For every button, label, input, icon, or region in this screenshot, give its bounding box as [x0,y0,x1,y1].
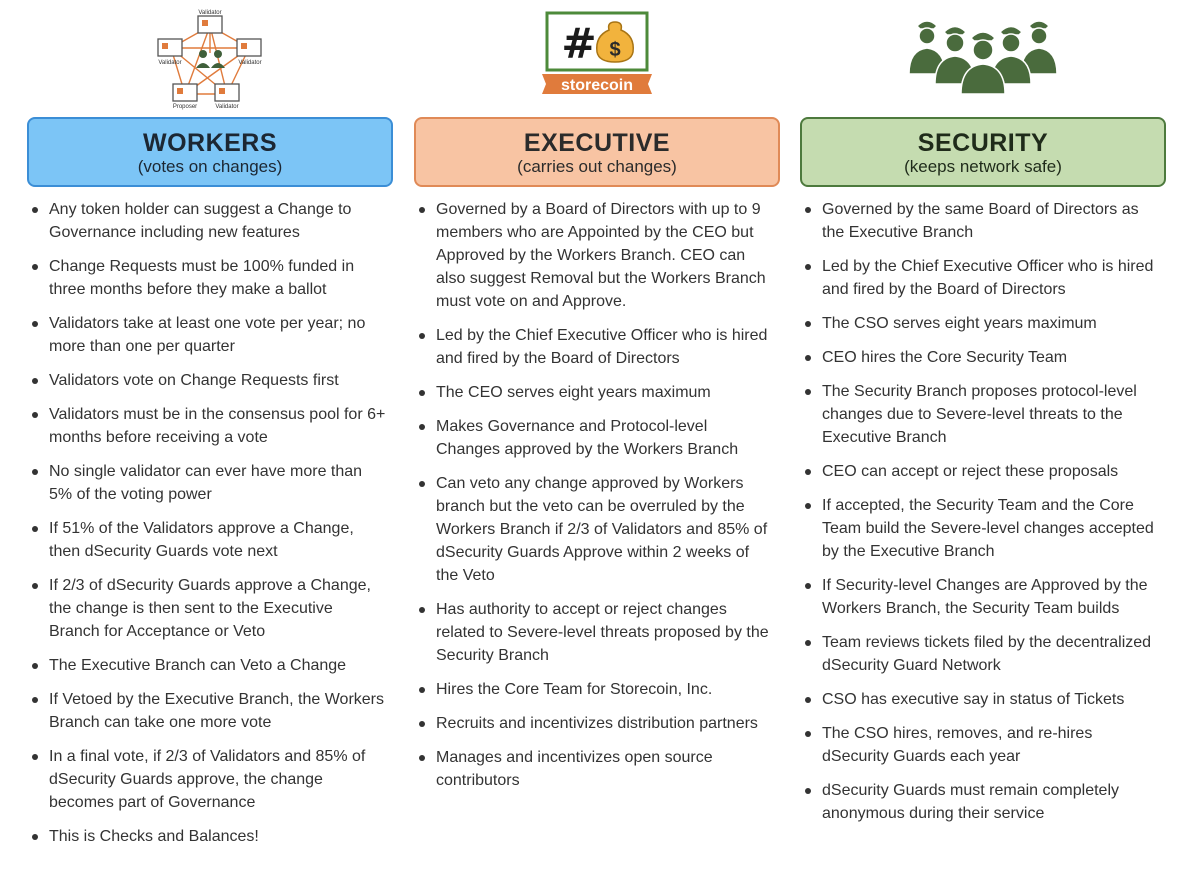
list-item: In a final vote, if 2/3 of Validators an… [27,745,387,814]
list-item: CEO hires the Core Security Team [800,346,1160,369]
workers-title: WORKERS [142,129,278,157]
workers-subtitle: (votes on changes) [137,157,283,176]
icon-label-right: Validator [238,60,261,66]
list-item: This is Checks and Balances! [27,825,387,848]
executive-title: EXECUTIVE [523,129,671,157]
list-item: Hires the Core Team for Storecoin, Inc. [414,678,774,701]
list-item: The CEO serves eight years maximum [414,381,774,404]
validator-network-icon: Validator Validator Validator Proposer V… [27,8,393,110]
money-bag-icon: $ [596,21,634,63]
list-item: Led by the Chief Executive Officer who i… [800,255,1160,301]
list-item: Governed by the same Board of Directors … [800,198,1160,244]
icon-label-left: Validator [158,60,181,66]
list-item: If Vetoed by the Executive Branch, the W… [27,688,387,734]
security-guards-icon [800,8,1166,110]
logo-bag-symbol: $ [609,39,620,61]
security-subtitle: (keeps network safe) [904,157,1062,176]
security-header: SECURITY (keeps network safe) [800,117,1166,187]
list-item: Governed by a Board of Directors with up… [414,198,774,313]
list-item: Team reviews tickets filed by the decent… [800,631,1160,677]
executive-header: EXECUTIVE (carries out changes) [414,117,780,187]
list-item: The Security Branch proposes protocol-le… [800,380,1160,449]
security-title: SECURITY [917,129,1049,157]
list-item: The CSO hires, removes, and re-hires dSe… [800,722,1160,768]
list-item: dSecurity Guards must remain completely … [800,779,1160,825]
list-item: Has authority to accept or reject change… [414,598,774,667]
workers-header: WORKERS (votes on changes) [27,117,393,187]
list-item: Makes Governance and Protocol-level Chan… [414,415,774,461]
list-item: Any token holder can suggest a Change to… [27,198,387,244]
list-item: Manages and incentivizes open source con… [414,746,774,792]
list-item: If 51% of the Validators approve a Chang… [27,517,387,563]
executive-subtitle: (carries out changes) [517,157,677,176]
list-item: Validators vote on Change Requests first [27,369,387,392]
list-item: If accepted, the Security Team and the C… [800,494,1160,563]
workers-list: Any token holder can suggest a Change to… [27,198,387,859]
list-item: Can veto any change approved by Workers … [414,472,774,587]
logo-text: storecoin [561,77,633,94]
logo-hash-symbol: # [561,19,596,68]
list-item: If Security-level Changes are Approved b… [800,574,1160,620]
icon-label-bottom-right: Validator [215,104,238,110]
list-item: Validators must be in the consensus pool… [27,403,387,449]
icon-label-bottom-left: Proposer [173,104,197,110]
list-item: CSO has executive say in status of Ticke… [800,688,1160,711]
list-item: Led by the Chief Executive Officer who i… [414,324,774,370]
list-item: If 2/3 of dSecurity Guards approve a Cha… [27,574,387,643]
list-item: The CSO serves eight years maximum [800,312,1160,335]
security-column: SECURITY (keeps network safe) Governed b… [800,0,1166,873]
list-item: Recruits and incentivizes distribution p… [414,712,774,735]
list-item: Validators take at least one vote per ye… [27,312,387,358]
list-item: Change Requests must be 100% funded in t… [27,255,387,301]
executive-column: # $ storecoin EXECUTIVE (carries out cha… [414,0,780,873]
storecoin-logo-icon: # $ storecoin [414,8,780,110]
list-item: CEO can accept or reject these proposals [800,460,1160,483]
workers-column: Validator Validator Validator Proposer V… [27,0,393,873]
icon-label-top: Validator [198,10,221,16]
list-item: No single validator can ever have more t… [27,460,387,506]
security-list: Governed by the same Board of Directors … [800,198,1160,836]
list-item: The Executive Branch can Veto a Change [27,654,387,677]
executive-list: Governed by a Board of Directors with up… [414,198,774,803]
